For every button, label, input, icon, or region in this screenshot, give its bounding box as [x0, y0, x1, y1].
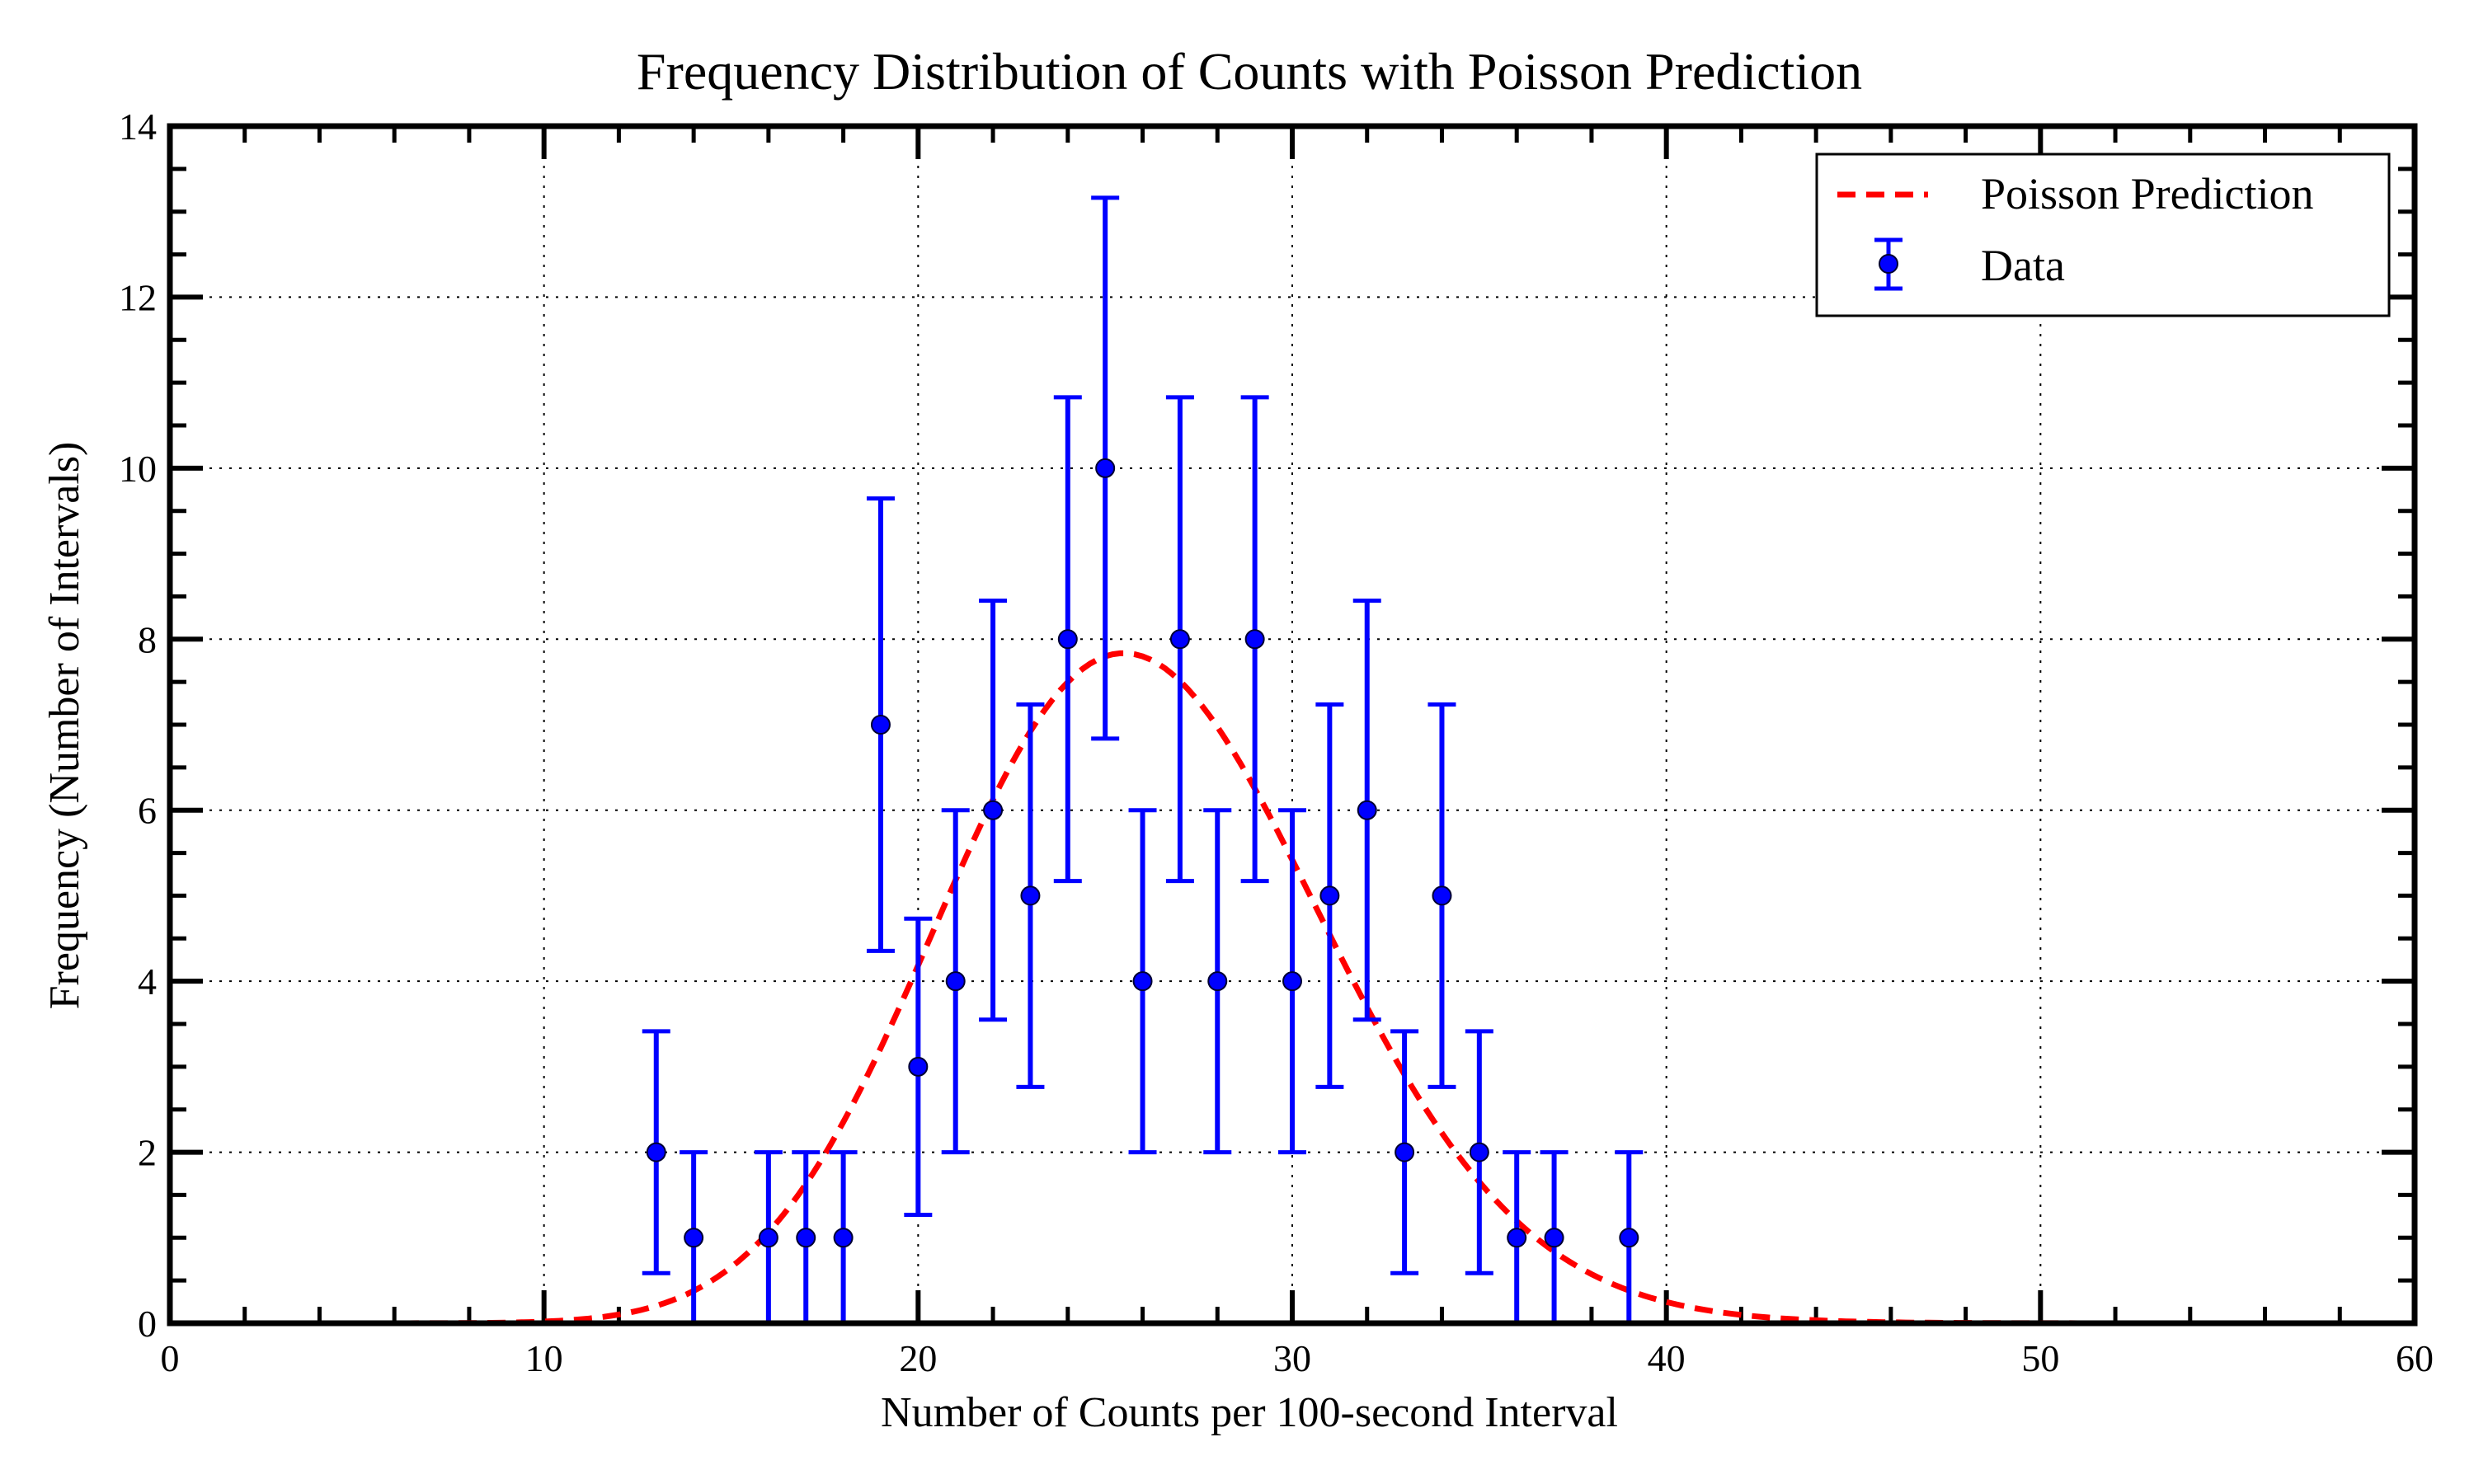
data-marker: [1395, 1142, 1415, 1162]
data-point: [1540, 1150, 1569, 1323]
data-marker: [1432, 885, 1452, 906]
data-marker: [983, 800, 1004, 820]
x-tick-label: 10: [525, 1337, 563, 1379]
data-point: [680, 1150, 708, 1323]
data-point: [1615, 1150, 1644, 1323]
data-marker: [1507, 1228, 1527, 1248]
chart-title: Frequency Distribution of Counts with Po…: [637, 42, 1862, 101]
y-tick-label: 2: [138, 1132, 157, 1174]
y-axis-label: Frequency (Number of Intervals): [41, 442, 88, 1010]
x-tick-label: 40: [1648, 1337, 1686, 1379]
data-point: [1128, 808, 1157, 1155]
data-point: [1053, 395, 1082, 884]
data-marker: [1357, 800, 1377, 820]
data-point: [1390, 1029, 1419, 1275]
data-marker: [758, 1228, 778, 1248]
data-point: [1427, 702, 1456, 1089]
data-marker: [1095, 458, 1116, 478]
data-marker: [1544, 1228, 1564, 1248]
data-point: [1352, 599, 1381, 1022]
data-marker: [1469, 1142, 1489, 1162]
data-point: [642, 1029, 670, 1275]
data-marker: [684, 1228, 704, 1248]
data-marker: [1619, 1228, 1639, 1248]
y-tick-label: 8: [138, 618, 157, 660]
data-point: [979, 599, 1008, 1022]
data-marker: [908, 1056, 929, 1077]
data-point: [1503, 1150, 1531, 1323]
data-point: [941, 808, 970, 1155]
data-point: [1315, 702, 1344, 1089]
legend: Poisson Prediction Data: [1815, 153, 2391, 317]
data-marker: [1244, 629, 1265, 650]
y-tick-label: 14: [119, 106, 157, 148]
y-tick-label: 4: [138, 960, 157, 1003]
y-tick-label: 10: [119, 448, 157, 490]
data-point: [829, 1150, 858, 1323]
data-point: [1278, 808, 1306, 1155]
data-marker: [870, 715, 891, 735]
data-point: [754, 1150, 783, 1323]
data-point: [866, 496, 895, 953]
legend-poisson-label: Poisson Prediction: [1981, 169, 2314, 218]
data-marker: [796, 1228, 816, 1248]
legend-data-swatch: [1874, 237, 1903, 291]
data-marker: [1207, 971, 1228, 992]
data-point: [904, 916, 933, 1217]
data-point: [1091, 195, 1120, 741]
x-tick-label: 20: [899, 1337, 937, 1379]
tick-labels: 0 10 20 30 40 50 60 0 2 4 6 8 10 12 14: [119, 106, 2434, 1379]
plot-frame: [167, 123, 2418, 1327]
data-point: [1165, 395, 1194, 884]
data-marker: [833, 1228, 854, 1248]
plot-content: [170, 195, 2415, 1327]
data-marker: [1057, 629, 1078, 650]
x-tick-label: 50: [2021, 1337, 2059, 1379]
data-point: [1016, 702, 1045, 1089]
y-tick-label: 0: [138, 1303, 157, 1345]
legend-box: [1815, 153, 2391, 317]
data-marker: [1319, 885, 1340, 906]
x-axis-label: Number of Counts per 100-second Interval: [881, 1389, 1618, 1436]
data-marker: [646, 1142, 666, 1162]
y-tick-label: 6: [138, 790, 157, 832]
x-tick-label: 60: [2396, 1337, 2434, 1379]
data-point: [792, 1150, 821, 1323]
data-marker: [945, 971, 966, 992]
data-point: [1465, 1029, 1493, 1275]
x-tick-label: 30: [1273, 1337, 1311, 1379]
data-marker: [1020, 885, 1041, 906]
y-tick-label: 12: [119, 276, 157, 318]
x-tick-label: 0: [161, 1337, 180, 1379]
data-point: [1203, 808, 1232, 1155]
data-marker: [1282, 971, 1302, 992]
data-point: [1240, 395, 1269, 884]
data-marker: [1132, 971, 1153, 992]
legend-data-label: Data: [1981, 241, 2065, 290]
data-marker: [1169, 629, 1190, 650]
